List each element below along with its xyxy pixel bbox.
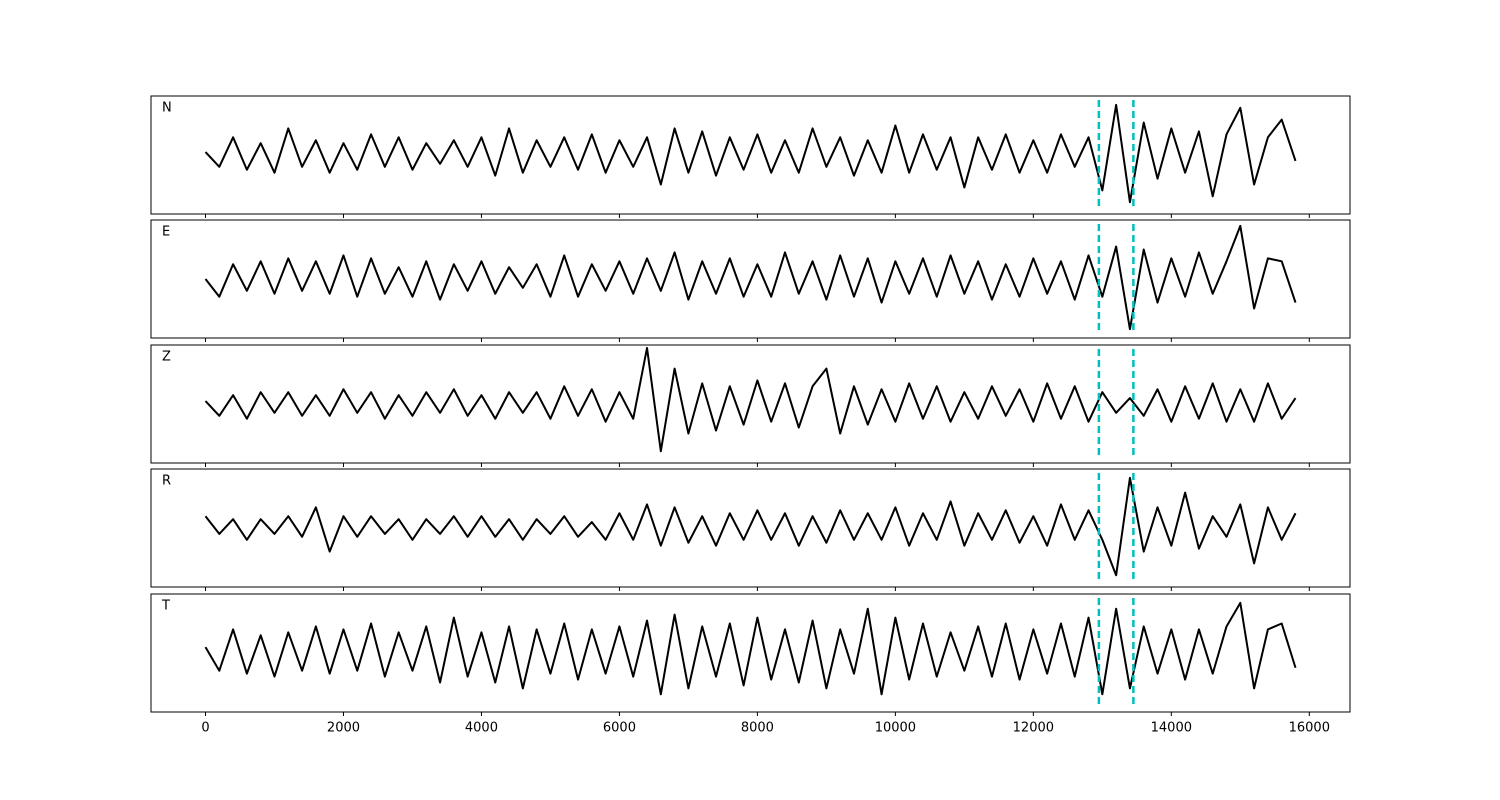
x-tick-label: 6000	[603, 721, 636, 736]
panel-frame	[150, 468, 1351, 588]
panel-label: N	[162, 101, 172, 116]
x-tick-label: 0	[201, 721, 209, 736]
x-tick-label: 10000	[875, 721, 916, 736]
x-tick-label: 12000	[1013, 721, 1054, 736]
panel-frame	[150, 219, 1351, 339]
x-tick-label: 14000	[1151, 721, 1192, 736]
panel-frame	[150, 95, 1351, 215]
waveform	[204, 601, 1297, 696]
x-tick-label: 8000	[741, 721, 774, 736]
waveform	[204, 103, 1297, 204]
panel-label: T	[161, 599, 170, 614]
waveform	[204, 476, 1297, 577]
waveform	[204, 346, 1297, 453]
panel-frame	[150, 593, 1351, 713]
panel-label: R	[162, 474, 171, 489]
waveform	[204, 224, 1297, 331]
panel-label: Z	[162, 350, 171, 365]
panel-frame	[150, 344, 1351, 464]
x-tick-label: 2000	[327, 721, 360, 736]
x-tick-label: 16000	[1289, 721, 1330, 736]
x-tick-label: 4000	[465, 721, 498, 736]
panel-label: E	[162, 225, 170, 240]
